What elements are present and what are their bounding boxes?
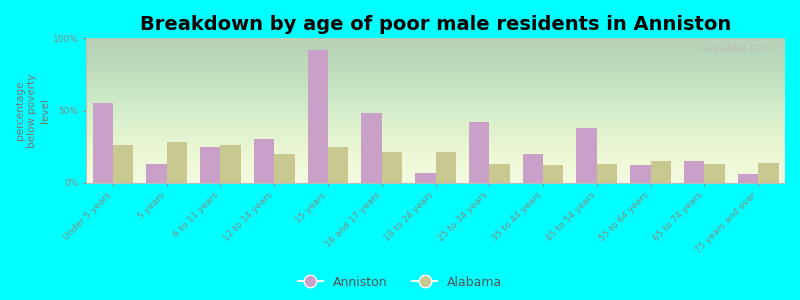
Bar <box>200 147 221 183</box>
Legend: Anniston, Alabama: Anniston, Alabama <box>293 271 507 294</box>
Bar <box>630 166 650 183</box>
Bar <box>274 154 294 183</box>
Bar <box>307 50 328 183</box>
Bar <box>522 154 543 183</box>
Bar <box>650 161 671 183</box>
Bar <box>221 145 241 183</box>
Bar <box>738 174 758 183</box>
Bar <box>435 152 456 183</box>
Bar <box>415 173 435 183</box>
Bar <box>113 145 134 183</box>
Bar <box>166 142 187 183</box>
Bar <box>469 122 490 183</box>
Bar <box>146 164 166 183</box>
Bar <box>543 166 563 183</box>
Title: Breakdown by age of poor male residents in Anniston: Breakdown by age of poor male residents … <box>140 15 731 34</box>
Bar <box>382 152 402 183</box>
Bar <box>93 103 113 183</box>
Bar <box>362 113 382 183</box>
Text: City-Data.com: City-Data.com <box>702 43 771 53</box>
Bar <box>684 161 704 183</box>
Bar <box>328 147 349 183</box>
Bar <box>577 128 597 183</box>
Y-axis label: percentage
below poverty
level: percentage below poverty level <box>15 74 50 148</box>
Bar <box>758 163 778 183</box>
Bar <box>254 140 274 183</box>
Bar <box>597 164 618 183</box>
Bar <box>490 164 510 183</box>
Bar <box>704 164 725 183</box>
